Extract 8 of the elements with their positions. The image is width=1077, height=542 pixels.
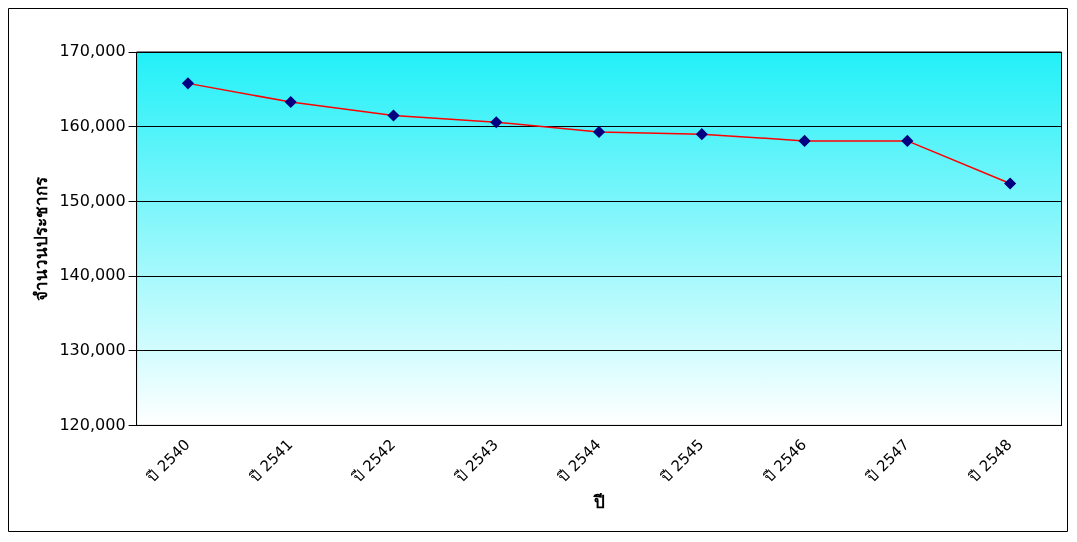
x-axis-title: ปี — [592, 492, 605, 513]
y-tick-label: 130,000 — [59, 339, 126, 359]
y-tick-label: 170,000 — [59, 41, 126, 61]
y-tick-label: 140,000 — [59, 265, 126, 285]
y-tick-label: 160,000 — [59, 115, 126, 135]
y-tick-label: 120,000 — [59, 414, 126, 434]
y-axis-title: จำนวนประชากร — [30, 175, 51, 301]
y-tick-label: 150,000 — [59, 190, 126, 210]
